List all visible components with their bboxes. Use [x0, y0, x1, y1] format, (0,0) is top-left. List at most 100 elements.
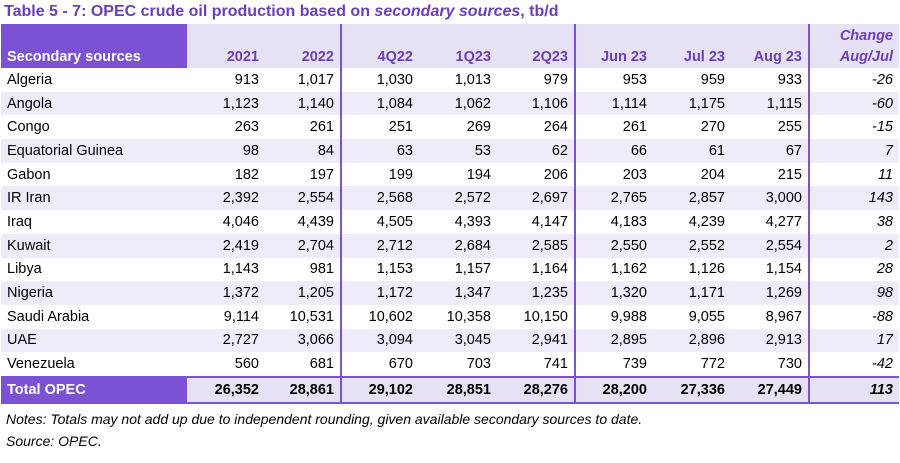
cell: 1,084	[341, 91, 419, 116]
column-header: Change Aug/Jul	[809, 24, 899, 68]
cell: 681	[265, 352, 342, 377]
cell: 204	[700, 166, 725, 183]
cell: 203	[622, 166, 647, 183]
table-row: UAE 2,727 3,066 3,094 3,045 2,941 2,895 2,896 2,…	[1, 328, 899, 353]
table-row: Gabon 182 197 199 194 206 203 204 215 11	[1, 162, 899, 187]
production-table: Secondary sources 2021 2022 4Q22 1Q23 2Q23 Jun…	[1, 24, 899, 404]
cell: 215	[731, 162, 810, 187]
cell: 2,896	[653, 328, 731, 353]
table-row: Venezuela 560 681 670 703 741 739 772 730 -42	[1, 352, 899, 377]
cell: 182	[234, 166, 259, 183]
cell: 2,550	[575, 233, 653, 258]
table-row: Kuwait 2,419 2,704 2,712 2,684 2,585 2,550 2,55…	[1, 233, 899, 258]
table-title: Table 5 - 7: OPEC crude oil production b…	[4, 3, 559, 21]
column-header: Jun 23	[575, 24, 653, 68]
header-row: Secondary sources 2021 2022 4Q22 1Q23 2Q23 Jun…	[1, 24, 899, 68]
cell: 84	[265, 139, 342, 163]
table-row: Iraq 4,046 4,439 4,505 4,393 4,147 4,183 4,239 4…	[1, 210, 899, 234]
row-label: IR Iran	[1, 186, 187, 211]
cell: 1,320	[575, 281, 653, 305]
cell: 263	[234, 119, 259, 136]
table-row: Algeria 913 1,017 1,030 1,013 979 953 959 933 -26	[1, 68, 899, 92]
cell: 1,154	[731, 257, 810, 282]
cell: 27,449	[731, 375, 810, 404]
cell: 38	[876, 213, 893, 230]
cell: 10,358	[446, 308, 491, 325]
cell: 2,704	[265, 233, 342, 258]
cell: 2,585	[497, 233, 576, 258]
cell: 2,697	[497, 186, 576, 211]
cell: 10,531	[265, 304, 342, 329]
cell: 703	[466, 356, 491, 373]
notes: Notes: Totals may not add up due to inde…	[6, 411, 643, 427]
cell: 2,552	[653, 233, 731, 258]
cell: 1,235	[497, 281, 576, 305]
cell: 2,684	[419, 233, 497, 258]
cell: 2,727	[187, 328, 265, 353]
cell: 1,164	[497, 257, 576, 282]
cell: 2,568	[341, 186, 419, 211]
cell: 206	[497, 162, 576, 187]
cell: -26	[872, 71, 893, 88]
cell: 1,143	[222, 261, 259, 278]
cell: 2,895	[575, 328, 653, 353]
cell: 1,372	[187, 281, 265, 305]
cell: 62	[497, 139, 576, 163]
cell: 17	[809, 328, 899, 353]
cell: 63	[341, 139, 419, 163]
cell: 8,967	[731, 304, 810, 329]
cell: 979	[497, 68, 576, 92]
cell: 4,393	[454, 213, 491, 230]
total-row: Total OPEC 26,352 28,861 29,102 28,851 28,276…	[1, 375, 899, 404]
cell: 1,115	[731, 91, 810, 116]
cell: 1,205	[265, 281, 342, 305]
cell: 53	[419, 139, 497, 163]
cell: 1,030	[376, 71, 413, 88]
cell: 2,857	[653, 186, 731, 211]
row-label: Saudi Arabia	[7, 308, 90, 325]
cell: 27,336	[653, 375, 731, 404]
cell: 98	[809, 281, 899, 305]
cell: 772	[700, 356, 725, 373]
title-text: , tb/d	[520, 3, 559, 20]
column-header: 4Q22	[341, 24, 419, 68]
cell: 2,392	[187, 186, 265, 211]
cell: 913	[234, 71, 259, 88]
cell: 199	[388, 166, 413, 183]
cell: 4,147	[497, 210, 576, 234]
row-label: Iraq	[7, 213, 32, 230]
cell: 2,572	[419, 186, 497, 211]
cell: 4,046	[222, 213, 259, 230]
column-header: Aug 23	[731, 24, 810, 68]
cell: 1,153	[376, 261, 413, 278]
column-header: 2Q23	[497, 24, 576, 68]
cell: 10,150	[497, 304, 576, 329]
cell: 7	[809, 139, 899, 163]
row-label: Algeria	[7, 71, 53, 88]
cell: 3,045	[419, 328, 497, 353]
column-header: Secondary sources	[1, 24, 187, 68]
cell: 251	[388, 119, 413, 136]
cell: 1,162	[610, 261, 647, 278]
column-header: Jul 23	[653, 24, 731, 68]
cell: 28,861	[265, 375, 342, 404]
cell: 1,157	[454, 261, 491, 278]
cell: 953	[622, 71, 647, 88]
column-header: 2021	[187, 24, 265, 68]
table-row: Libya 1,143 981 1,153 1,157 1,164 1,162 1,126 1,…	[1, 257, 899, 282]
cell: 4,277	[731, 210, 810, 234]
table-row: Congo 263 261 251 269 264 261 270 255 -15	[1, 115, 899, 140]
cell: 28	[876, 261, 893, 278]
cell: 261	[622, 119, 647, 136]
cell: -60	[809, 91, 899, 116]
cell: 933	[731, 68, 810, 92]
cell: 2,913	[731, 328, 810, 353]
cell: 269	[466, 119, 491, 136]
cell: 194	[466, 166, 491, 183]
cell: 2,941	[497, 328, 576, 353]
cell: 730	[731, 352, 810, 377]
cell: 1,017	[265, 68, 342, 92]
cell: 1,175	[653, 91, 731, 116]
row-label: UAE	[1, 328, 187, 353]
